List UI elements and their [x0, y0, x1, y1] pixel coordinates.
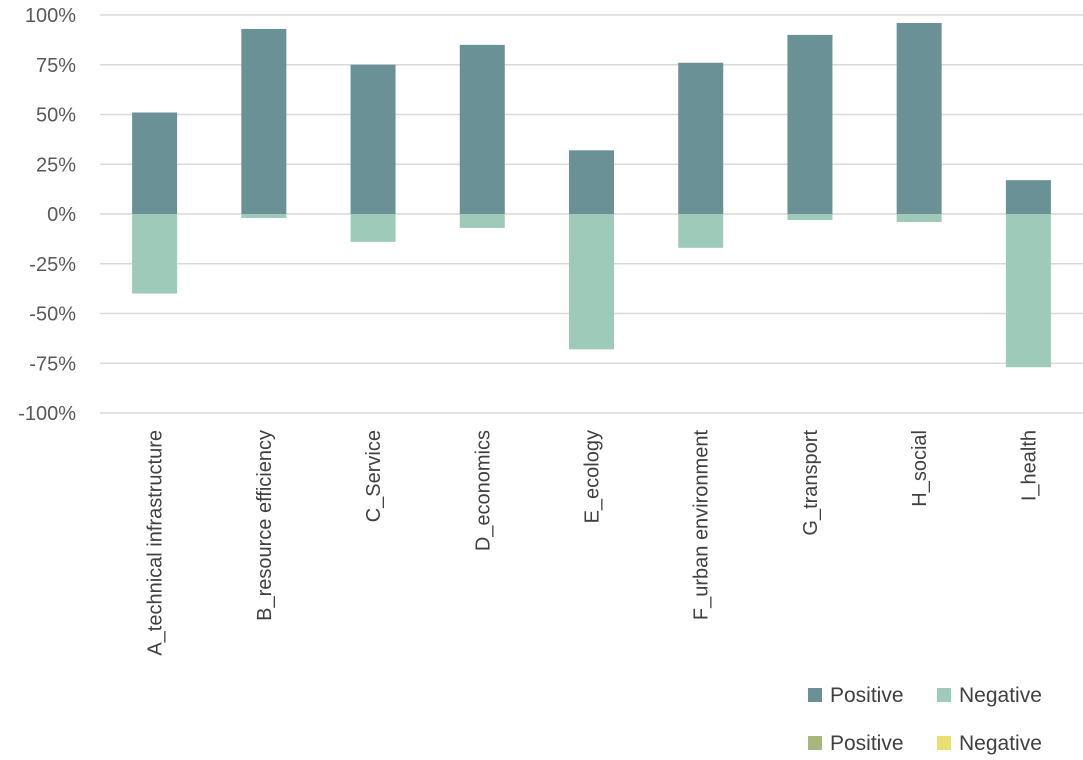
x-tick-label: B_resource efficiency — [254, 430, 276, 621]
legend-swatch — [808, 688, 822, 702]
y-tick-label: -25% — [29, 254, 76, 276]
bar-positive-2 — [350, 64, 396, 214]
legend: Positive Negative Positive Negative — [808, 684, 1042, 755]
legend-swatch — [937, 736, 951, 750]
bar-negative-2 — [350, 214, 396, 242]
y-tick-label: 100% — [25, 5, 76, 27]
x-axis: A_technical infrastructure B_resource eff… — [145, 430, 1041, 656]
x-tick-label: A_technical infrastructure — [145, 430, 167, 656]
y-tick-label: -75% — [29, 353, 76, 375]
bar-positive-5 — [678, 62, 724, 215]
x-tick-label: E_ecology — [582, 430, 604, 523]
bar-negative-1 — [241, 214, 287, 218]
bar-positive-6 — [787, 34, 833, 215]
bars — [132, 22, 1051, 368]
x-tick-label: H_social — [909, 430, 931, 507]
bar-positive-0 — [132, 112, 178, 214]
bar-positive-1 — [241, 28, 287, 215]
bar-positive-3 — [459, 44, 505, 214]
legend-swatch — [808, 736, 822, 750]
bar-negative-3 — [459, 214, 505, 228]
legend-label: Negative — [959, 684, 1042, 707]
bar-positive-7 — [896, 22, 942, 215]
bar-negative-8 — [1005, 214, 1051, 368]
y-tick-label: 0% — [47, 204, 76, 226]
bar-positive-4 — [569, 150, 614, 214]
legend-label: Negative — [959, 732, 1042, 755]
y-axis: 100% 75% 50% 25% 0% -25% -50% -75% -100% — [18, 5, 76, 425]
x-tick-label: I_health — [1018, 430, 1040, 501]
x-tick-label: D_economics — [472, 430, 494, 551]
bar-positive-8 — [1005, 180, 1051, 214]
y-tick-label: -100% — [18, 403, 76, 425]
x-tick-label: C_Service — [363, 430, 385, 522]
x-tick-label: G_transport — [800, 430, 822, 536]
legend-swatch — [937, 688, 951, 702]
x-tick-label: F_urban environment — [691, 430, 713, 621]
y-tick-label: 50% — [36, 105, 76, 127]
y-tick-label: 25% — [36, 154, 76, 176]
y-tick-label: 75% — [36, 55, 76, 77]
bar-negative-5 — [678, 214, 724, 248]
legend-label: Positive — [830, 732, 904, 755]
y-tick-label: -50% — [29, 304, 76, 326]
legend-label: Positive — [830, 684, 904, 707]
bar-negative-4 — [569, 214, 614, 350]
bar-negative-0 — [132, 214, 178, 294]
bar-negative-6 — [787, 214, 833, 220]
bar-negative-7 — [896, 214, 942, 222]
